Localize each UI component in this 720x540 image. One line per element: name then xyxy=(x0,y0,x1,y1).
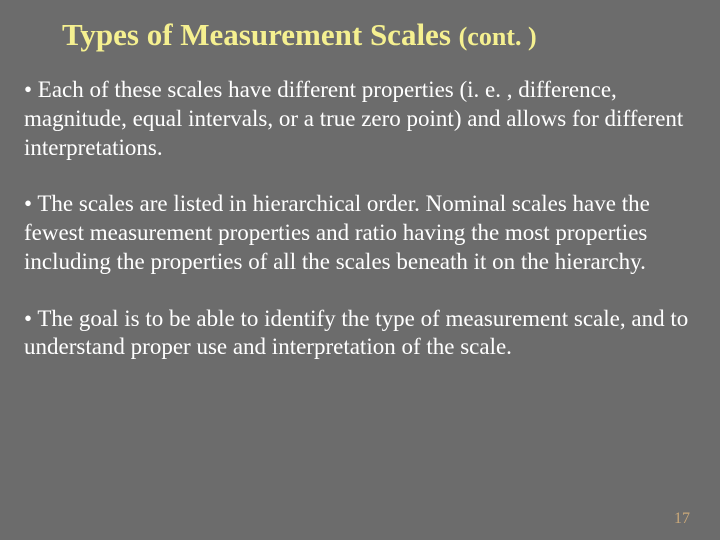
title-main: Types of Measurement Scales xyxy=(62,17,451,52)
bullet-text: • The scales are listed in hierarchical … xyxy=(24,190,696,276)
bullet-text: • Each of these scales have different pr… xyxy=(24,76,696,162)
slide-container: Types of Measurement Scales (cont. ) • E… xyxy=(0,0,720,540)
title-cont: (cont. ) xyxy=(459,22,537,51)
slide-number: 17 xyxy=(674,510,690,528)
bullet-text: • The goal is to be able to identify the… xyxy=(24,305,696,363)
slide-title: Types of Measurement Scales (cont. ) xyxy=(62,18,696,52)
